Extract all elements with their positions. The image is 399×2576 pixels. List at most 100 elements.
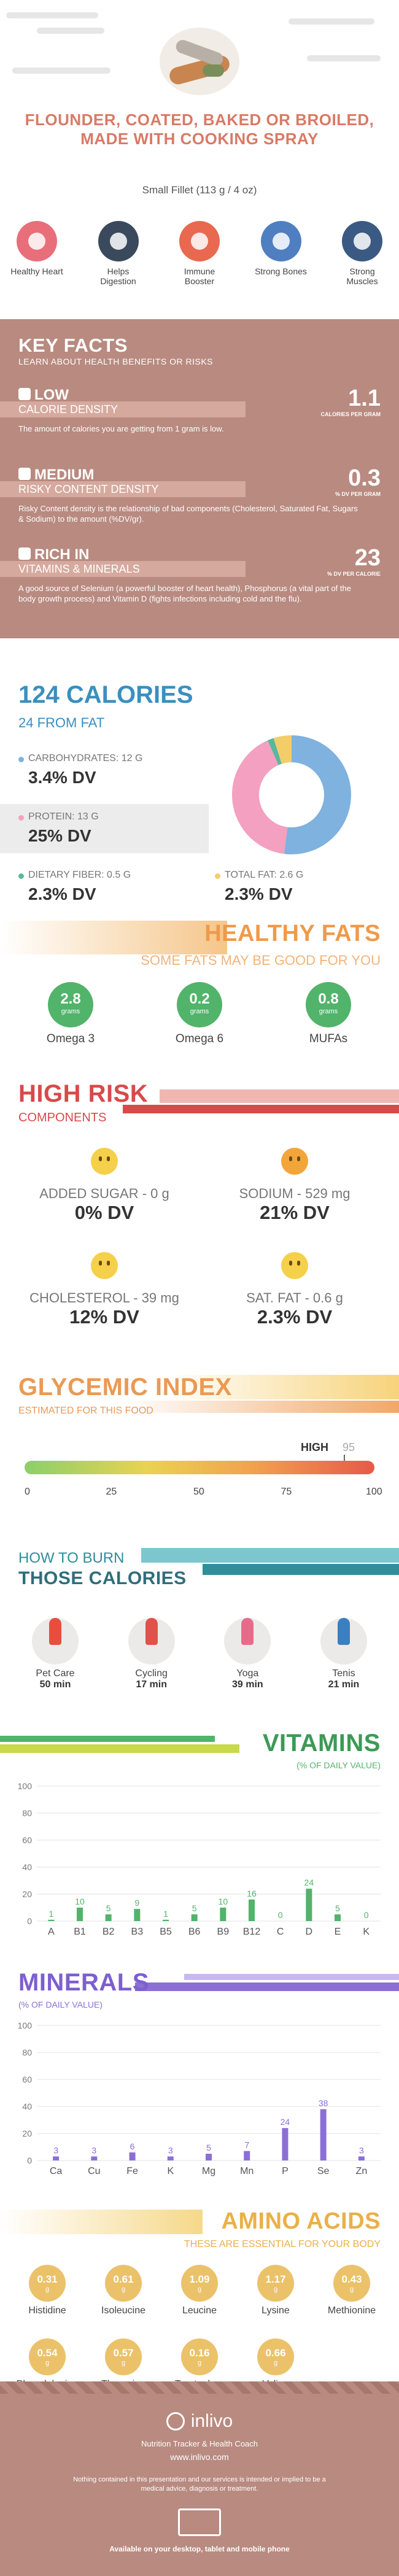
vitamin-value-label: 0 [364, 1910, 369, 1920]
amino-title: AMINO ACIDS [221, 2208, 381, 2234]
risk-label: CHOLESTEROL - 39 mg [29, 1290, 179, 1305]
glycemic-tick: 75 [281, 1487, 292, 1497]
health-benefit-item: Healthy Heart [9, 221, 64, 307]
y-tick-label: 20 [22, 1889, 32, 1899]
footer-brand: inlivo [190, 2411, 233, 2431]
vitamin-category-label: E [335, 1927, 341, 1937]
vitamin-category-label: B3 [131, 1927, 144, 1937]
vitamin-value-label: 5 [192, 1903, 197, 1913]
y-tick-label: 40 [22, 1862, 32, 1872]
glycemic-subtitle: ESTIMATED FOR THIS FOOD [18, 1406, 153, 1416]
calorie-icon [18, 388, 31, 400]
health-benefit-label: Immune Booster [184, 266, 215, 286]
vitamin-value-label: 16 [247, 1889, 257, 1898]
vitamin-value-label: 10 [219, 1897, 228, 1906]
high-risk-title: HIGH RISK [18, 1080, 149, 1107]
macro-label: CARBOHYDRATES: 12 g [28, 753, 143, 764]
mineral-category-label: K [167, 2166, 174, 2176]
y-tick-label: 0 [27, 1916, 32, 1926]
fat-name: MUFAs [309, 1032, 348, 1045]
minerals-section: MINERALS (% OF DAILY VALUE) 100 80 60 40 20 0… [0, 1958, 399, 2197]
vitamin-category-label: D [306, 1927, 313, 1937]
amino-badge: 1.09 g [181, 2265, 218, 2302]
vitamins-subtitle: (% OF DAILY VALUE) [296, 1760, 381, 1770]
burn-title-line2: THOSE CALORIES [18, 1568, 187, 1588]
vitamin-category-label: B2 [103, 1927, 115, 1937]
amino-name: Histidine [28, 2305, 66, 2316]
activity-item: Tenis 21 min [301, 1608, 387, 1690]
amino-unit: g [349, 2286, 354, 2293]
fact-name: VITAMINS & MINERALS [18, 563, 140, 575]
amino-value: 1.09 [189, 2273, 210, 2285]
activity-item: Yoga 39 min [204, 1608, 290, 1690]
risk-dv: 0% DV [74, 1202, 134, 1223]
amino-name: Methionine [327, 2305, 376, 2316]
mineral-bar [244, 2151, 250, 2160]
mineral-bar [167, 2156, 174, 2160]
high-risk-section: HIGH RISK COMPONENTS ADDED SUGAR - 0 g 0%… [0, 1062, 399, 1356]
mineral-bar [358, 2156, 365, 2160]
legend-dot [215, 873, 220, 879]
macro-item: PROTEIN: 13 g 25% DV [0, 804, 209, 853]
vitamin-bar [77, 1908, 83, 1921]
footer-tagline: Nutrition Tracker & Health Coach [141, 2439, 258, 2448]
vitamin-value-label: 10 [75, 1897, 85, 1906]
footer-disclaimer: Nothing contained in this presentation a… [73, 2476, 326, 2493]
smiley-face-icon [91, 1148, 118, 1175]
amino-badge: 0.61 g [105, 2265, 142, 2302]
mineral-bar [53, 2156, 60, 2160]
amino-name: Leucine [182, 2305, 217, 2316]
macro-item: DIETARY FIBER: 0.5 g 2.3% DV [0, 862, 196, 911]
fact-unit: % DV PER CALORIE [327, 571, 381, 577]
risk-item: ADDED SUGAR - 0 g 0% DV [18, 1148, 190, 1224]
serving-size: Small Fillet (113 g / 4 oz) [142, 184, 257, 196]
amino-item: 0.57gThreonine [85, 2338, 161, 2390]
high-risk-subtitle: COMPONENTS [18, 1111, 107, 1124]
fact-level: LOW [34, 387, 69, 403]
vitamin-category-label: C [277, 1927, 284, 1937]
y-tick-label: 60 [22, 2075, 32, 2084]
leaf-icon [18, 547, 31, 560]
health-benefit-item: Helps Digestion [91, 221, 146, 307]
key-facts-section: KEY FACTS LEARN ABOUT HEALTH BENEFITS OR… [0, 319, 399, 638]
heart-icon [17, 221, 57, 261]
fat-unit: grams [61, 1008, 80, 1015]
fact-name: CALORIE DENSITY [18, 403, 118, 416]
activity-name: Tenis [332, 1668, 355, 1679]
bone-icon [260, 221, 301, 261]
health-benefits-row: Healthy Heart Helps Digestion Immune Boost… [9, 221, 390, 307]
key-facts-title: KEY FACTS [18, 335, 128, 356]
fat-value: 0.2 [189, 991, 210, 1007]
mineral-category-label: Fe [126, 2166, 138, 2176]
risk-dv: 21% DV [260, 1202, 330, 1223]
mineral-value-label: 38 [319, 2098, 328, 2108]
vitamin-bar [306, 1889, 312, 1921]
y-tick-label: 80 [22, 2048, 32, 2057]
y-tick-label: 20 [22, 2129, 32, 2138]
vitamin-bar [249, 1899, 255, 1921]
vitamin-bar [191, 1914, 198, 1921]
vitamin-category-label: B9 [217, 1927, 230, 1937]
amino-item: 1.09 g Leucine [161, 2265, 238, 2316]
y-tick-label: 80 [22, 1808, 32, 1818]
amino-name: Isoleucine [101, 2305, 146, 2316]
glycemic-tick: 50 [193, 1487, 204, 1497]
fat-name: Omega 3 [46, 1032, 95, 1045]
fact-value: 23 [354, 545, 381, 571]
amino-item: 1.17 g Lysine [238, 2265, 314, 2316]
vitamin-value-label: 0 [278, 1910, 283, 1920]
fat-item: 0.2 grams Omega 6 [153, 982, 246, 1046]
smiley-face-icon [281, 1148, 308, 1175]
page-title: FLOUNDER, COATED, BAKED OR BROILED, MADE… [25, 110, 374, 148]
mineral-bar [129, 2152, 136, 2160]
minerals-subtitle: (% OF DAILY VALUE) [18, 2000, 103, 2009]
amino-badge: 0.66 g [257, 2338, 294, 2375]
vitamin-bar [48, 1919, 55, 1921]
calories-from-fat: 24 FROM FAT [18, 715, 105, 730]
health-benefit-item: Strong Bones [254, 221, 309, 307]
mineral-value-label: 24 [281, 2117, 290, 2127]
activity-item: Pet Care 50 min [12, 1608, 98, 1690]
burn-title-line1: HOW TO BURN [18, 1550, 125, 1566]
footer-url[interactable]: www.inlivo.com [170, 2452, 229, 2462]
y-tick-label: 40 [22, 2102, 32, 2111]
